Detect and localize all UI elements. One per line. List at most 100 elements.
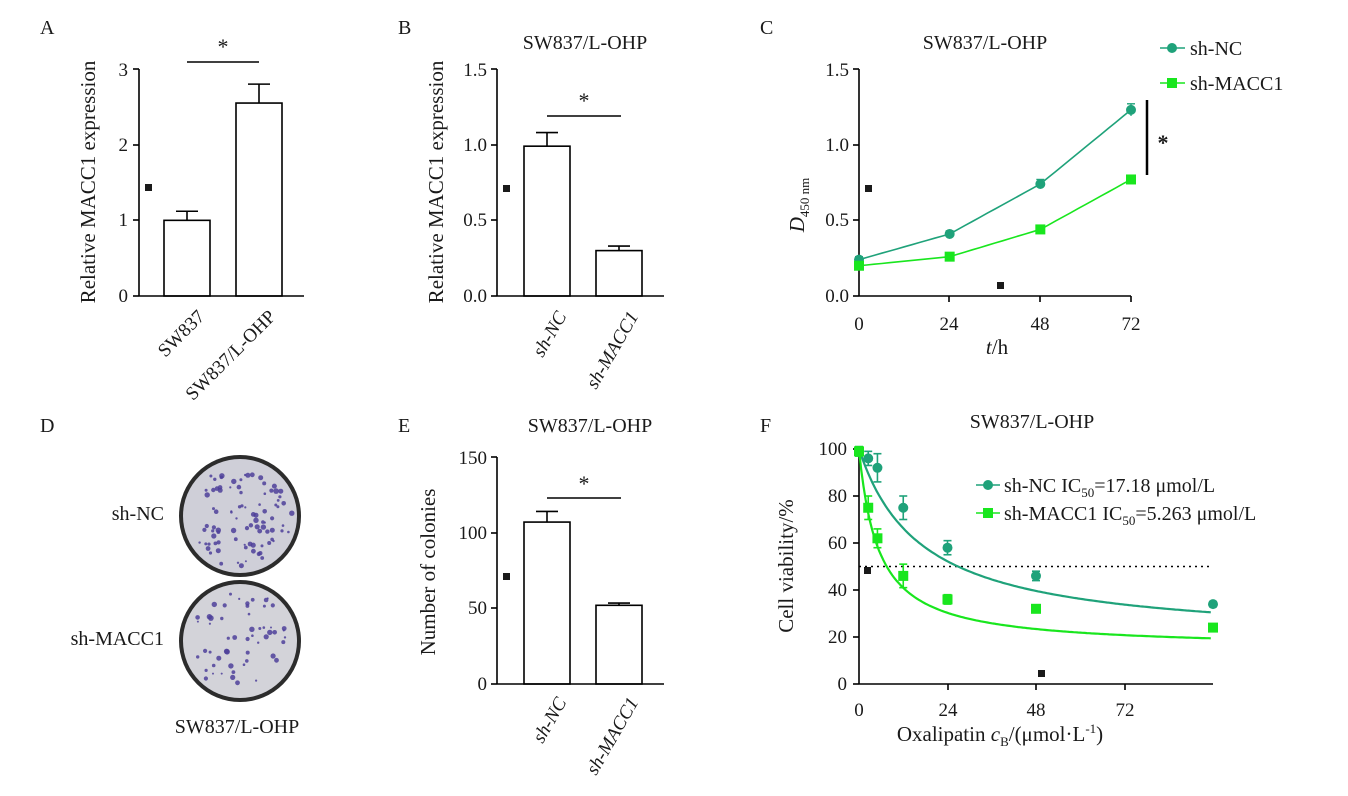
colony-dot <box>270 626 272 629</box>
colony-dot <box>235 680 240 686</box>
panel-a-ytick-1: 1 <box>119 210 129 231</box>
colony-dot <box>276 499 280 502</box>
panel-f-legend-sh-macc1-sub: 50 <box>1122 513 1135 528</box>
panel-c-xlabel-unit: /h <box>992 335 1009 359</box>
panel-f-legend-marker-sh-nc <box>983 480 993 490</box>
colony-dot <box>271 483 277 489</box>
colony-dot <box>204 523 209 529</box>
panel-e-ytick-1: 50 <box>468 598 487 619</box>
colony-dot <box>262 604 266 608</box>
panel-a-ytick-0: 0 <box>119 286 129 307</box>
colony-dot <box>217 487 223 493</box>
colony-dot <box>228 663 234 669</box>
colony-dot <box>222 603 227 608</box>
panel-f-plot-area <box>854 445 1218 640</box>
colony-dot <box>216 530 221 534</box>
panel-f-legend-sh-macc1-prefix: sh-MACC1 IC <box>1004 503 1122 525</box>
colony-dot <box>243 545 248 550</box>
colony-dot <box>250 597 255 602</box>
colony-dot <box>232 635 238 640</box>
colony-dot <box>276 505 280 509</box>
panel-f-point-sh-macc1 <box>854 446 864 457</box>
colony-dot <box>258 503 261 506</box>
colony-dot <box>211 525 216 530</box>
panel-letter-d: D <box>40 415 54 437</box>
panel-f-legend-marker-sh-macc1 <box>983 508 993 518</box>
colony-dot <box>267 629 273 636</box>
panel-c-point-sh-nc <box>944 228 955 239</box>
panel-c-xtick-1: 24 <box>940 314 960 335</box>
colony-dot <box>255 679 258 682</box>
colony-dot <box>250 542 256 548</box>
panel-b-ytick-1: 0.5 <box>463 210 487 231</box>
colony-dot <box>211 487 216 493</box>
colony-dot <box>219 475 224 480</box>
colony-dot <box>207 542 211 546</box>
panel-f-legend-sh-macc1-value: =5.263 μmol/L <box>1135 503 1256 525</box>
panel-letter-f: F <box>760 415 771 437</box>
colony-dot <box>263 492 267 496</box>
colony-dot <box>244 473 247 477</box>
panel-a-bars <box>139 83 304 297</box>
colony-dot <box>235 517 238 520</box>
panel-f-fit-curve-0 <box>857 448 1211 614</box>
panel-a-y-axis-label: Relative MACC1 expression <box>76 60 100 303</box>
colony-dot <box>251 634 254 637</box>
panel-f-legend-label-sh-nc: sh-NC IC50=17.18 μmol/L <box>1004 475 1215 500</box>
colony-dot <box>196 655 200 659</box>
panel-f-legend-sh-nc-value: =17.18 μmol/L <box>1094 475 1215 497</box>
panel-e-bar <box>595 604 643 685</box>
panel-c-point-sh-nc <box>1126 104 1136 115</box>
colony-dot <box>211 601 217 608</box>
colony-dot <box>213 477 217 481</box>
colony-dot <box>239 478 243 482</box>
colony-dot <box>230 527 237 534</box>
panel-c-legend-marker-sh-macc1 <box>1167 78 1177 88</box>
panel-f-point-sh-macc1 <box>1208 622 1218 633</box>
panel-e-xtick-0: sh-NC <box>529 694 572 747</box>
colony-dot <box>212 672 214 675</box>
panel-c-xtick-3: 72 <box>1122 314 1141 335</box>
panel-b-ytick-3: 1.5 <box>463 60 487 81</box>
colony-dot <box>230 674 236 681</box>
colony-dot <box>239 490 243 495</box>
panel-f-point-sh-macc1 <box>872 533 883 544</box>
colony-dot <box>203 676 208 681</box>
colony-dot <box>196 620 199 623</box>
panel-f-legend-label-sh-macc1: sh-MACC1 IC50=5.263 μmol/L <box>1004 503 1256 528</box>
panel-c-legend: sh-NC sh-MACC1 <box>1160 38 1283 95</box>
panel-e-significance-star: * <box>579 471 590 496</box>
colony-dot <box>265 529 270 534</box>
colony-dot <box>273 488 279 494</box>
colony-dot <box>242 663 246 666</box>
colony-dot <box>195 615 200 620</box>
panel-b-marker-square <box>503 185 510 192</box>
panel-f-marker-square <box>1038 670 1045 677</box>
colony-dot <box>249 472 255 478</box>
panel-b-xtick-1: sh-MACC1 <box>582 308 643 393</box>
panel-b-ytick-0: 0.0 <box>463 286 487 307</box>
panel-f-y-axis-label: Cell viability/% <box>774 499 798 633</box>
panel-c-legend-marker-sh-nc <box>1167 43 1177 53</box>
colony-dot <box>243 543 246 546</box>
colony-dot <box>262 626 266 629</box>
colony-dot <box>249 626 255 632</box>
panel-c-ylabel-main: D <box>785 217 809 233</box>
panel-f-legend-sh-nc-prefix: sh-NC IC <box>1004 475 1081 497</box>
panel-f-xlabel-close: ) <box>1096 722 1103 746</box>
panel-a-marker-square <box>145 184 152 191</box>
colony-dot <box>287 530 290 534</box>
panel-f-legend-sh-nc-sub: 50 <box>1081 485 1094 500</box>
colony-dot <box>205 546 211 551</box>
panel-letter-c: C <box>760 17 773 39</box>
colony-dot <box>213 509 219 514</box>
panel-b-y-axis-label: Relative MACC1 expression <box>424 60 448 303</box>
plate-surface <box>183 459 297 573</box>
colony-dot <box>208 650 212 654</box>
colony-plate-sh-nc <box>179 455 301 577</box>
panel-f-ytick-1: 20 <box>828 627 847 648</box>
panel-f-xlabel-main: Oxalipatin <box>897 722 991 746</box>
colony-dot <box>270 653 276 659</box>
panel-f-ytick-0: 0 <box>838 674 848 695</box>
panel-c-title: SW837/L-OHP <box>923 32 1047 54</box>
